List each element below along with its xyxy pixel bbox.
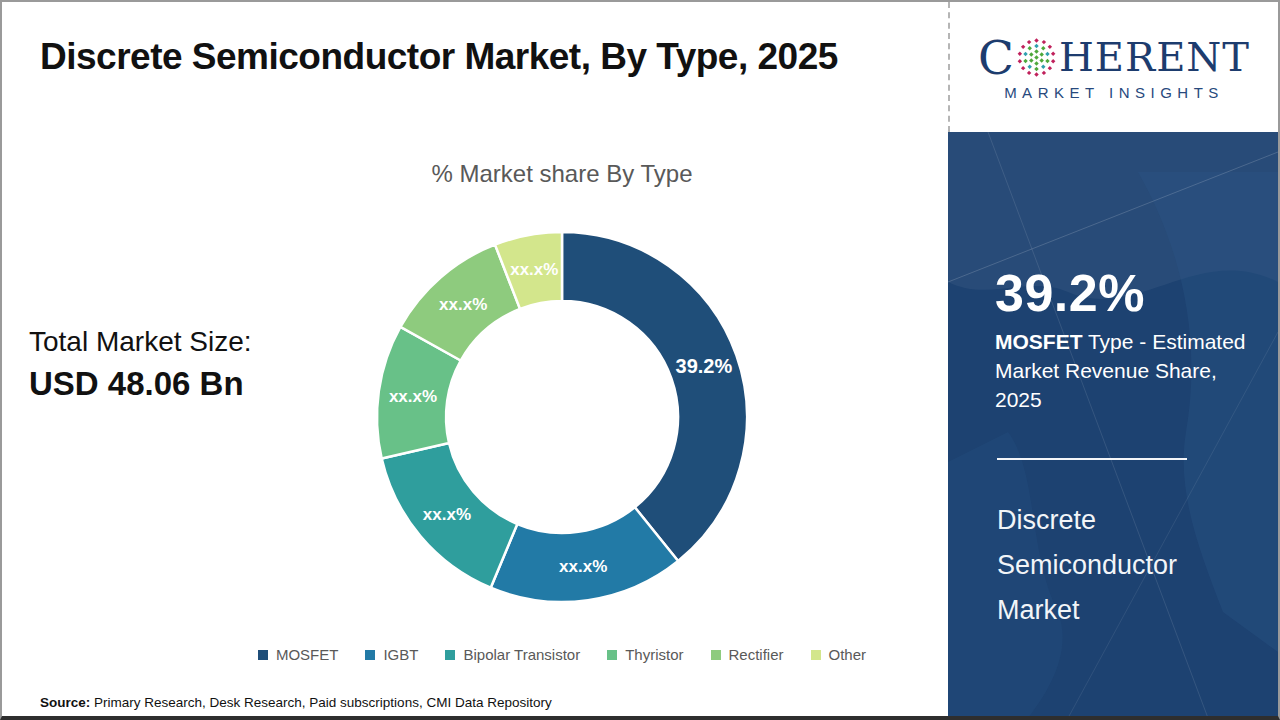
legend-swatch-icon bbox=[811, 650, 821, 660]
slice-label-mosfet: 39.2% bbox=[676, 355, 733, 377]
legend-label: MOSFET bbox=[276, 646, 339, 663]
slice-label-rectifier: xx.x% bbox=[439, 295, 487, 314]
highlight-category: MOSFET bbox=[995, 330, 1083, 353]
legend-label: IGBT bbox=[383, 646, 418, 663]
legend-swatch-icon bbox=[365, 650, 375, 660]
donut-chart: 39.2% xx.x% xx.x% xx.x% xx.x% xx.x% bbox=[352, 207, 772, 627]
chart-legend: MOSFET IGBT Bipolar Transistor Thyristor Rec… bbox=[162, 646, 962, 663]
panel-divider bbox=[997, 458, 1187, 460]
legend-swatch-icon bbox=[258, 650, 268, 660]
legend-swatch-icon bbox=[607, 650, 617, 660]
slice-label-other: xx.x% bbox=[510, 260, 558, 279]
highlight-panel: 39.2% MOSFET Type - Estimated Market Rev… bbox=[948, 132, 1278, 718]
page-title: Discrete Semiconductor Market, By Type, … bbox=[40, 36, 838, 78]
legend-item-other: Other bbox=[811, 646, 867, 663]
brand-subtitle: MARKET INSIGHTS bbox=[1004, 84, 1224, 101]
legend-item-igbt: IGBT bbox=[365, 646, 418, 663]
legend-label: Rectifier bbox=[729, 646, 784, 663]
legend-label: Other bbox=[829, 646, 867, 663]
legend-item-thyristor: Thyristor bbox=[607, 646, 683, 663]
dotted-globe-icon bbox=[1016, 37, 1057, 78]
total-market-size-value: USD 48.06 Bn bbox=[29, 365, 252, 403]
total-market-size-label: Total Market Size: bbox=[29, 326, 252, 358]
legend-label: Thyristor bbox=[625, 646, 683, 663]
brand-wordmark: C HERENT bbox=[978, 34, 1250, 81]
donut-slice-mosfet bbox=[562, 232, 747, 561]
total-market-size: Total Market Size: USD 48.06 Bn bbox=[29, 326, 252, 403]
main-area: Discrete Semiconductor Market, By Type, … bbox=[2, 2, 952, 718]
slice-label-thyristor: xx.x% bbox=[389, 387, 437, 406]
legend-item-rectifier: Rectifier bbox=[711, 646, 784, 663]
highlight-value: 39.2% bbox=[995, 263, 1145, 323]
source-label: Source: bbox=[40, 695, 90, 710]
brand-letters-rest: HERENT bbox=[1059, 37, 1250, 77]
legend-label: Bipolar Transistor bbox=[463, 646, 580, 663]
highlight-description: MOSFET Type - Estimated Market Revenue S… bbox=[995, 328, 1263, 415]
legend-item-mosfet: MOSFET bbox=[258, 646, 339, 663]
slice-label-bipolar-transistor: xx.x% bbox=[423, 505, 471, 524]
panel-market-name: Discrete Semiconductor Market bbox=[997, 498, 1242, 632]
legend-swatch-icon bbox=[711, 650, 721, 660]
source-text: Primary Research, Desk Research, Paid su… bbox=[90, 695, 551, 710]
brand-letter-c: C bbox=[978, 34, 1014, 81]
right-column: C HERENT MARKET INSIGHTS 39.2% MOSFET Ty… bbox=[948, 2, 1278, 718]
legend-item-bipolar-transistor: Bipolar Transistor bbox=[445, 646, 580, 663]
chart-title: % Market share By Type bbox=[312, 160, 812, 188]
legend-swatch-icon bbox=[445, 650, 455, 660]
source-note: Source: Primary Research, Desk Research,… bbox=[40, 695, 552, 710]
infographic-canvas: Discrete Semiconductor Market, By Type, … bbox=[0, 0, 1280, 720]
slice-label-igbt: xx.x% bbox=[559, 557, 607, 576]
brand-logo: C HERENT MARKET INSIGHTS bbox=[948, 2, 1278, 132]
